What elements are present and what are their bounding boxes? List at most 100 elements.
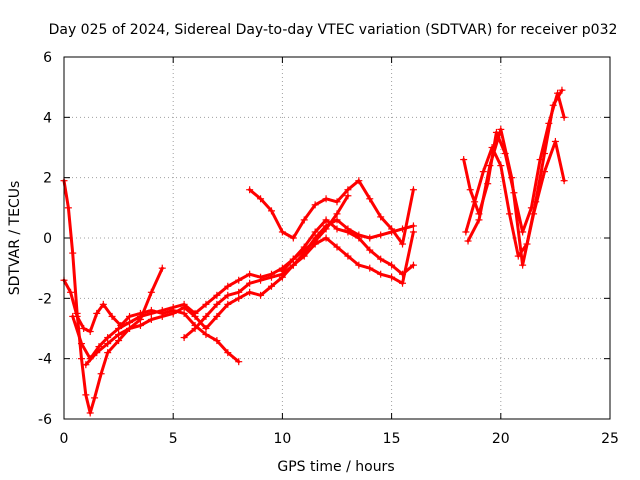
data-point <box>311 240 319 248</box>
data-point <box>322 222 330 230</box>
data-point <box>497 125 505 133</box>
data-point <box>169 309 177 317</box>
data-point <box>333 216 341 224</box>
data-point <box>86 409 94 417</box>
data-point <box>147 309 155 317</box>
data-point <box>560 177 568 185</box>
data-point <box>77 340 85 348</box>
series-trace <box>62 179 164 415</box>
data-point <box>399 240 407 248</box>
data-point <box>224 291 232 299</box>
data-point <box>235 358 243 366</box>
series-track-e <box>180 228 417 342</box>
data-point <box>213 291 221 299</box>
data-point <box>82 391 90 399</box>
data-point <box>257 276 265 284</box>
data-point <box>289 234 297 242</box>
x-tick-label: 5 <box>169 431 178 447</box>
data-point <box>93 349 101 357</box>
data-point <box>311 201 319 209</box>
data-point <box>333 210 341 218</box>
series-trace <box>248 179 415 246</box>
data-point <box>530 210 538 218</box>
data-point <box>486 162 494 170</box>
series-trace <box>466 127 566 267</box>
data-point <box>399 270 407 278</box>
data-point <box>69 249 77 257</box>
data-point <box>80 325 88 332</box>
series-trace <box>464 88 564 258</box>
data-point <box>267 273 275 281</box>
data-point <box>479 168 487 176</box>
data-point <box>333 225 341 233</box>
data-point <box>126 318 134 326</box>
y-tick-label: 4 <box>43 110 52 126</box>
x-tick-label: 20 <box>492 431 510 447</box>
data-point <box>86 328 94 336</box>
data-point <box>497 162 505 170</box>
data-point <box>322 216 330 224</box>
data-point <box>202 325 210 332</box>
data-point <box>246 279 254 287</box>
data-point <box>322 234 330 242</box>
y-tick-label: -4 <box>38 352 52 368</box>
data-point <box>147 288 155 296</box>
data-point <box>366 195 374 203</box>
data-point <box>333 243 341 251</box>
data-point <box>506 210 514 218</box>
data-point <box>540 168 548 176</box>
data-point <box>235 276 243 284</box>
x-axis-label: GPS time / hours <box>277 459 394 475</box>
series-track-f <box>246 177 417 248</box>
data-point <box>191 312 199 320</box>
data-point <box>126 325 134 332</box>
data-point <box>508 174 516 182</box>
data-point <box>91 394 99 402</box>
data-point <box>409 228 417 236</box>
data-point <box>267 282 275 290</box>
data-point <box>278 267 286 275</box>
data-point <box>460 156 468 164</box>
data-point <box>69 312 77 320</box>
data-point <box>377 270 385 278</box>
data-point <box>158 264 166 272</box>
data-point <box>257 291 265 299</box>
data-point <box>377 213 385 221</box>
data-point <box>466 186 474 194</box>
data-point <box>235 294 243 302</box>
data-point <box>180 334 188 342</box>
data-point <box>82 361 90 369</box>
series-track-b <box>60 276 243 366</box>
data-point <box>344 228 352 236</box>
data-point <box>558 86 566 94</box>
data-point <box>213 337 221 345</box>
data-point <box>464 237 472 245</box>
data-point <box>257 195 265 203</box>
x-tick-label: 25 <box>601 431 619 447</box>
data-point <box>377 231 385 239</box>
data-point <box>462 228 470 236</box>
y-tick-label: -2 <box>38 291 52 307</box>
data-point <box>115 325 123 332</box>
data-point <box>300 252 308 260</box>
data-point <box>366 234 374 242</box>
data-point <box>158 306 166 314</box>
x-tick-label: 10 <box>273 431 291 447</box>
data-point <box>388 261 396 269</box>
data-point <box>104 334 112 342</box>
data-point <box>77 355 85 363</box>
data-point <box>355 234 363 242</box>
data-point <box>475 216 483 224</box>
data-series <box>60 86 568 417</box>
data-point <box>311 234 319 242</box>
data-point <box>388 225 396 233</box>
axis-ticks: 0 5 10 15 20 25 -6 -4 -2 0 2 4 6 <box>38 50 619 447</box>
data-point <box>246 270 254 278</box>
data-point <box>67 288 75 296</box>
y-axis-label: SDTVAR / TECUs <box>7 181 23 296</box>
series-track-a <box>60 177 166 417</box>
data-point <box>278 228 286 236</box>
data-point <box>289 255 297 263</box>
data-point <box>549 101 557 109</box>
